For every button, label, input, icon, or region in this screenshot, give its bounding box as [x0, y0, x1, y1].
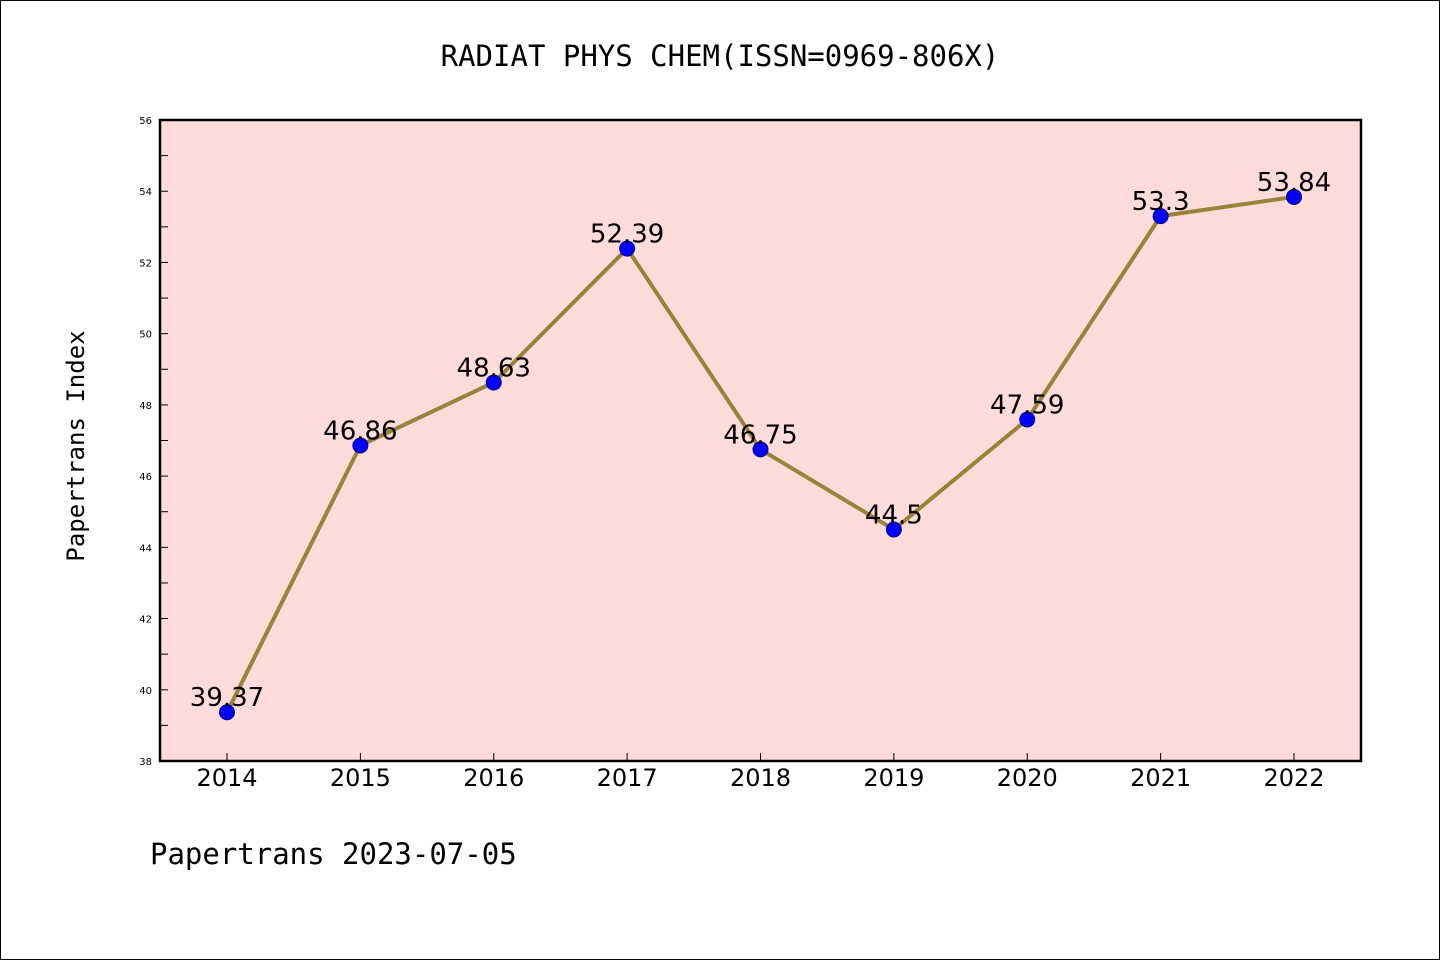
- data-label: 39.37: [190, 683, 264, 713]
- x-tick-label: 2021: [1130, 764, 1191, 792]
- y-tick-label: 38: [139, 757, 152, 768]
- y-tick-label: 48: [139, 401, 152, 412]
- y-tick-label: 40: [139, 686, 152, 697]
- data-point: [619, 240, 636, 257]
- data-label-layer: 39.37 46.86 48.63 52.39 46.75 44.5 47.59 53.3 53…: [190, 168, 1331, 713]
- y-tick-label: 52: [139, 258, 152, 269]
- data-point: [352, 437, 369, 454]
- data-point: [885, 521, 902, 538]
- y-tick-label: 44: [139, 543, 152, 554]
- data-label: 46.86: [323, 416, 397, 446]
- data-point: [752, 441, 769, 458]
- x-axis: 2014 2015 2016 2017 2018 2019 2020 2021 2022: [196, 753, 1325, 792]
- marker-layer: [219, 188, 1302, 721]
- data-label: 53.84: [1257, 168, 1331, 198]
- data-label: 48.63: [457, 353, 531, 383]
- data-point: [485, 374, 502, 391]
- y-tick-label: 56: [139, 116, 152, 127]
- data-label: 53.3: [1132, 187, 1190, 217]
- x-tick-label: 2017: [597, 764, 658, 792]
- x-tick-label: 2014: [196, 764, 257, 792]
- data-label: 52.39: [590, 220, 664, 250]
- y-axis-label: Papertrans Index: [62, 330, 90, 561]
- chart-title: RADIAT PHYS CHEM(ISSN=0969-806X): [441, 39, 1000, 73]
- x-tick-label: 2022: [1263, 764, 1324, 792]
- data-point: [1019, 411, 1036, 428]
- data-label: 47.59: [990, 390, 1064, 420]
- y-tick-label: 46: [139, 472, 152, 483]
- y-axis: 38 40 42 44 46 48 50 52 54 56: [139, 116, 168, 768]
- data-label: 46.75: [723, 420, 797, 450]
- x-tick-label: 2019: [863, 764, 924, 792]
- x-tick-label: 2018: [730, 764, 791, 792]
- data-point: [219, 704, 235, 721]
- data-point: [1152, 208, 1169, 225]
- footer-caption: Papertrans 2023-07-05: [150, 837, 517, 871]
- plot-border: [158, 118, 1363, 763]
- y-tick-label: 50: [139, 330, 152, 341]
- x-tick-label: 2015: [330, 764, 391, 792]
- data-label: 44.5: [865, 501, 923, 531]
- x-tick-label: 2020: [997, 764, 1058, 792]
- data-point: [1286, 188, 1302, 205]
- x-tick-label: 2016: [463, 764, 524, 792]
- y-tick-label: 54: [139, 187, 152, 198]
- y-tick-label: 42: [139, 615, 152, 626]
